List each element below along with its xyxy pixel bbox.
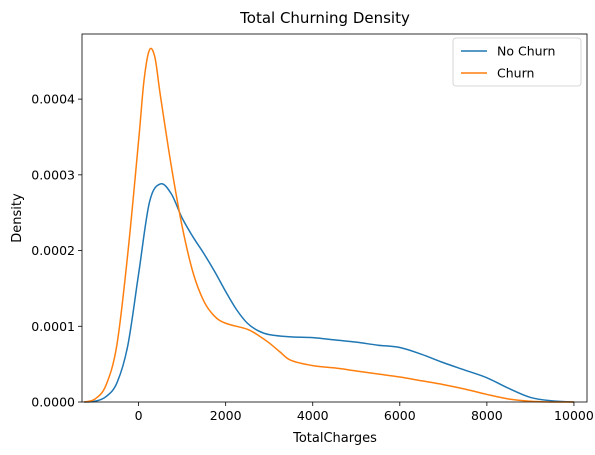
legend-box (452, 37, 582, 87)
x-axis-label: TotalCharges (292, 431, 377, 446)
chart-title: Total Churning Density (239, 9, 410, 27)
series-line-0 (84, 182, 574, 403)
x-tick-label: 10000 (554, 408, 594, 423)
axes: 0 2000 4000 6000 8000 10000 0.0000 0.0001 0.0002… (31, 33, 594, 423)
y-tick-label: 0.0003 (31, 167, 75, 182)
x-tick-label: 4000 (297, 408, 329, 423)
x-tick-label: 6000 (384, 408, 416, 423)
x-tick-label: 8000 (471, 408, 503, 423)
legend-label: Churn (497, 66, 534, 81)
y-axis-label: Density (10, 193, 25, 243)
y-tick-label: 0.0001 (31, 319, 75, 334)
legend: No Churn Churn (452, 37, 582, 87)
series-line-1 (83, 47, 574, 403)
plot-area (83, 47, 574, 403)
y-tick-label: 0.0000 (31, 395, 75, 410)
x-tick-label: 2000 (210, 408, 242, 423)
legend-label: No Churn (497, 44, 555, 59)
y-tick-label: 0.0004 (31, 92, 75, 107)
y-tick-label: 0.0002 (31, 243, 75, 258)
x-tick-label: 0 (135, 408, 143, 423)
plot-frame (81, 33, 588, 403)
